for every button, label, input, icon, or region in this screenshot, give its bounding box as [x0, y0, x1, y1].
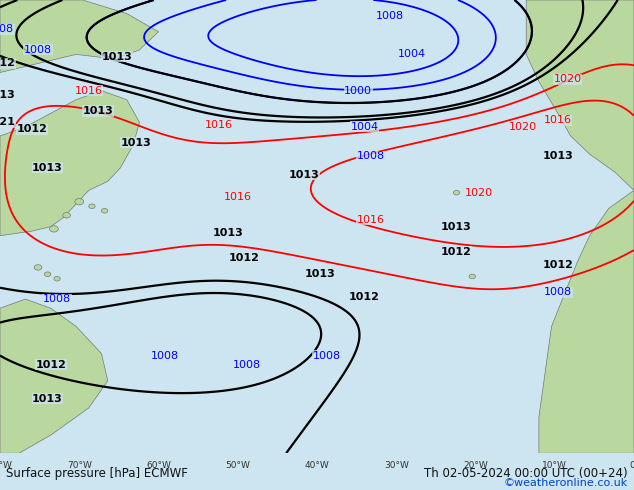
- Text: 1012: 1012: [543, 260, 573, 270]
- Text: 1000: 1000: [344, 86, 372, 96]
- Text: 30°W: 30°W: [384, 462, 409, 470]
- Text: 10°W: 10°W: [542, 462, 567, 470]
- Circle shape: [44, 272, 51, 276]
- Text: 70°W: 70°W: [67, 462, 92, 470]
- Polygon shape: [0, 91, 139, 236]
- Text: 1008: 1008: [0, 24, 14, 34]
- Text: 1013: 1013: [441, 221, 472, 232]
- Text: 1008: 1008: [151, 351, 179, 361]
- Text: 1016: 1016: [357, 215, 385, 225]
- Text: 40°W: 40°W: [304, 462, 330, 470]
- Circle shape: [49, 226, 58, 232]
- Circle shape: [63, 213, 70, 218]
- Text: 1013: 1013: [289, 170, 320, 179]
- Text: 1012: 1012: [16, 124, 47, 134]
- Text: 1008: 1008: [313, 351, 340, 361]
- Text: 1013: 1013: [543, 151, 573, 161]
- Text: 1008: 1008: [544, 287, 572, 297]
- Text: 1008: 1008: [233, 360, 261, 370]
- Text: 1020: 1020: [553, 74, 581, 84]
- Circle shape: [469, 274, 476, 279]
- Text: 1008: 1008: [376, 11, 404, 21]
- Text: 1004: 1004: [351, 122, 378, 132]
- Text: 1012: 1012: [349, 292, 380, 302]
- Circle shape: [89, 204, 95, 209]
- Text: 1013: 1013: [213, 228, 243, 239]
- Text: 1021: 1021: [0, 118, 15, 127]
- Text: 1013: 1013: [102, 51, 133, 62]
- Text: 50°W: 50°W: [225, 462, 250, 470]
- Text: 1016: 1016: [75, 86, 103, 96]
- Circle shape: [75, 198, 84, 205]
- Circle shape: [34, 265, 42, 270]
- Text: 1016: 1016: [544, 115, 572, 125]
- Polygon shape: [0, 0, 158, 73]
- Circle shape: [54, 276, 60, 281]
- Text: 0°: 0°: [629, 462, 634, 470]
- Text: 1020: 1020: [509, 122, 537, 132]
- Text: 1016: 1016: [205, 120, 233, 130]
- Text: 1013: 1013: [32, 394, 63, 404]
- Text: Surface pressure [hPa] ECMWF: Surface pressure [hPa] ECMWF: [6, 467, 188, 480]
- Polygon shape: [526, 0, 634, 191]
- Polygon shape: [539, 191, 634, 453]
- Text: 60°W: 60°W: [146, 462, 171, 470]
- Text: 1013: 1013: [32, 163, 63, 172]
- Text: 1004: 1004: [398, 49, 426, 59]
- Text: Th 02-05-2024 00:00 UTC (00+24): Th 02-05-2024 00:00 UTC (00+24): [424, 467, 628, 480]
- Text: 1013: 1013: [83, 106, 113, 116]
- Text: 1012: 1012: [0, 58, 15, 69]
- Text: 1012: 1012: [441, 246, 472, 257]
- Text: 1013: 1013: [0, 90, 15, 100]
- Text: 1020: 1020: [465, 188, 493, 197]
- Text: 1016: 1016: [224, 192, 252, 202]
- Circle shape: [453, 190, 460, 195]
- Text: 1013: 1013: [305, 269, 335, 279]
- Polygon shape: [0, 299, 108, 453]
- Text: 20°W: 20°W: [463, 462, 488, 470]
- Text: 1012: 1012: [229, 253, 259, 263]
- Text: 80°W: 80°W: [0, 462, 13, 470]
- Text: 1008: 1008: [43, 294, 71, 304]
- Circle shape: [101, 209, 108, 213]
- Text: 1008: 1008: [24, 45, 52, 55]
- Text: 1013: 1013: [121, 138, 152, 148]
- Text: 1012: 1012: [36, 360, 66, 370]
- Text: ©weatheronline.co.uk: ©weatheronline.co.uk: [503, 478, 628, 488]
- Text: 1008: 1008: [357, 151, 385, 161]
